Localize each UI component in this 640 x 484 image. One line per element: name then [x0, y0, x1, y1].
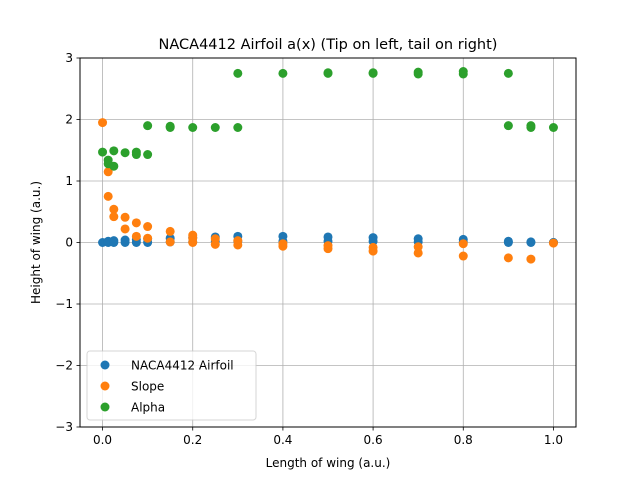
legend-label: Alpha [131, 400, 165, 414]
legend-marker [100, 381, 110, 391]
scatter-point [526, 238, 536, 247]
scatter-point [131, 218, 141, 228]
y-tick-label: 3 [65, 51, 73, 65]
scatter-point [233, 68, 243, 78]
legend-label: NACA4412 Airfoil [131, 358, 234, 372]
scatter-point [109, 146, 119, 156]
x-tick-label: 0.0 [93, 433, 112, 447]
scatter-point [103, 167, 113, 177]
x-tick-label: 1.0 [544, 433, 563, 447]
y-axis-label: Height of wing (a.u.) [29, 181, 43, 304]
y-tick-label: 0 [65, 236, 73, 250]
scatter-point [368, 68, 378, 78]
scatter-point [323, 68, 333, 78]
y-tick-label: −2 [55, 359, 73, 373]
scatter-point [278, 68, 288, 78]
x-axis-label: Length of wing (a.u.) [266, 456, 391, 470]
legend: NACA4412 Airfoil Slope Alpha [86, 350, 257, 421]
scatter-point [120, 212, 130, 222]
scatter-point [109, 204, 119, 214]
scatter-point [503, 253, 513, 263]
scatter-point [503, 238, 513, 247]
scatter-point [503, 121, 513, 131]
scatter-point [103, 191, 113, 201]
y-tick-label: 2 [65, 113, 73, 127]
scatter-point [323, 244, 333, 254]
scatter-point [526, 122, 536, 132]
scatter-point [188, 122, 198, 132]
y-tick-label: −1 [55, 297, 73, 311]
scatter-point [458, 239, 468, 249]
legend-label: Slope [131, 379, 164, 393]
x-tick-label: 0.4 [273, 433, 292, 447]
scatter-point [413, 242, 423, 252]
legend-marker [100, 360, 110, 370]
axis-ticks: 0.0 0.2 0.4 0.6 0.8 1.0 −3 −2 −1 0 1 2 3 [55, 51, 563, 447]
scatter-point [458, 251, 468, 261]
scatter-point [458, 69, 468, 79]
scatter-point [98, 147, 108, 157]
scatter-point [165, 226, 175, 236]
scatter-point [526, 254, 536, 264]
scatter-point [413, 248, 423, 258]
scatter-point [120, 224, 130, 234]
scatter-point [548, 122, 558, 132]
scatter-point [210, 239, 220, 249]
x-tick-label: 0.6 [364, 433, 383, 447]
scatter-point [131, 150, 141, 160]
x-tick-label: 0.2 [183, 433, 202, 447]
scatter-point [143, 121, 153, 131]
scatter-point [98, 118, 108, 128]
scatter-point [233, 240, 243, 250]
x-tick-label: 0.8 [454, 433, 473, 447]
scatter-point [109, 212, 119, 222]
scatter-point [109, 238, 119, 247]
scatter-point [413, 69, 423, 79]
legend-marker [100, 402, 110, 412]
scatter-point [143, 222, 153, 232]
scatter-point [120, 148, 130, 158]
scatter-point [503, 68, 513, 78]
data-points [98, 67, 558, 264]
scatter-point [210, 122, 220, 132]
scatter-point [143, 233, 153, 243]
scatter-point [131, 238, 141, 247]
chart-title: NACA4412 Airfoil a(x) (Tip on left, tail… [159, 37, 498, 53]
y-tick-label: 1 [65, 174, 73, 188]
scatter-point [120, 238, 130, 247]
scatter-point [278, 241, 288, 251]
series-3-points [98, 67, 558, 171]
series-2-points [98, 118, 558, 264]
scatter-point [165, 122, 175, 132]
scatter-point [165, 237, 175, 247]
scatter-point [131, 231, 141, 241]
scatter-point [143, 150, 153, 160]
scatter-point [188, 238, 198, 247]
scatter-point [109, 161, 119, 171]
scatter-point [548, 238, 558, 248]
scatter-point [368, 246, 378, 256]
scatter-point [368, 236, 378, 246]
scatter-point [233, 122, 243, 132]
y-tick-label: −3 [55, 420, 73, 434]
legend-box [86, 350, 257, 421]
